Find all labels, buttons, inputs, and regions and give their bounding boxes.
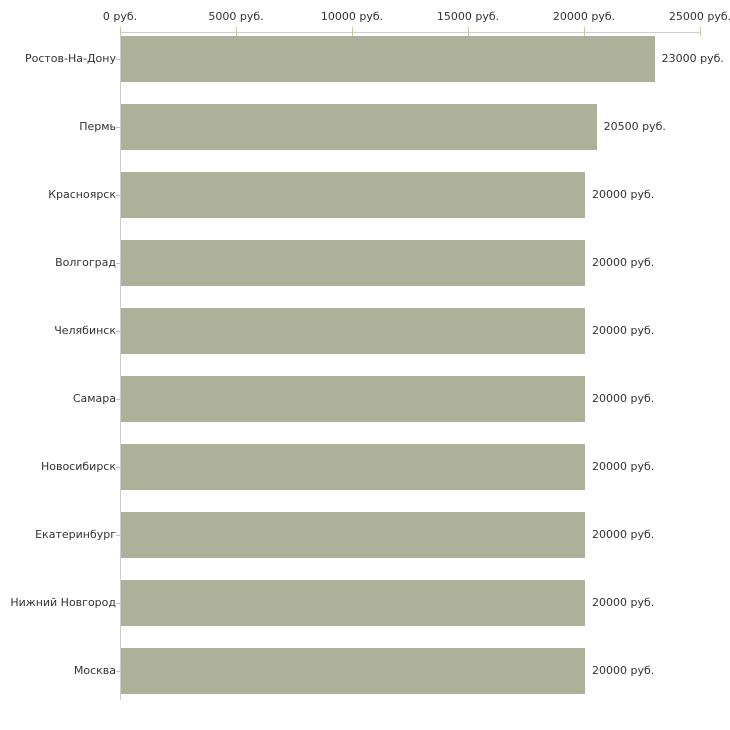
y-tick-mark <box>116 59 123 60</box>
category-label: Москва <box>73 664 116 677</box>
value-label: 20500 руб. <box>603 120 666 133</box>
value-label: 20000 руб. <box>592 256 655 269</box>
y-tick-mark <box>116 671 123 672</box>
x-tick-mark <box>700 27 701 36</box>
category-label: Новосибирск <box>40 460 116 473</box>
y-tick-mark <box>116 127 123 128</box>
x-tick-label: 10000 руб. <box>320 10 384 23</box>
y-tick-mark <box>116 467 123 468</box>
y-tick-mark <box>116 195 123 196</box>
y-axis-line <box>120 32 121 700</box>
bar <box>121 648 585 694</box>
y-tick-mark <box>116 399 123 400</box>
value-label: 23000 руб. <box>661 52 724 65</box>
x-tick-mark <box>584 27 585 36</box>
category-label: Пермь <box>79 120 116 133</box>
value-label: 20000 руб. <box>592 664 655 677</box>
x-axis-line <box>120 32 701 33</box>
x-tick-label: 20000 руб. <box>552 10 616 23</box>
y-tick-mark <box>116 535 123 536</box>
value-label: 20000 руб. <box>592 528 655 541</box>
value-label: 20000 руб. <box>592 596 655 609</box>
x-tick-label: 15000 руб. <box>436 10 500 23</box>
x-tick-mark <box>120 27 121 36</box>
bar <box>121 376 585 422</box>
x-tick-label: 0 руб. <box>102 10 138 23</box>
value-label: 20000 руб. <box>592 460 655 473</box>
category-label: Нижний Новгород <box>10 596 116 609</box>
bar <box>121 512 585 558</box>
x-tick-mark <box>236 27 237 36</box>
y-tick-mark <box>116 603 123 604</box>
category-label: Екатеринбург <box>35 528 116 541</box>
bar <box>121 36 655 82</box>
x-tick-mark <box>352 27 353 36</box>
category-label: Ростов-На-Дону <box>24 52 116 65</box>
bar <box>121 172 585 218</box>
category-label: Самара <box>72 392 116 405</box>
bar <box>121 104 597 150</box>
bar <box>121 580 585 626</box>
value-label: 20000 руб. <box>592 392 655 405</box>
x-tick-mark <box>468 27 469 36</box>
bar <box>121 444 585 490</box>
x-tick-label: 25000 руб. <box>668 10 730 23</box>
category-label: Волгоград <box>55 256 116 269</box>
category-label: Красноярск <box>48 188 116 201</box>
value-label: 20000 руб. <box>592 188 655 201</box>
y-tick-mark <box>116 331 123 332</box>
category-label: Челябинск <box>54 324 116 337</box>
bar <box>121 240 585 286</box>
y-tick-mark <box>116 263 123 264</box>
bar <box>121 308 585 354</box>
value-label: 20000 руб. <box>592 324 655 337</box>
x-tick-label: 5000 руб. <box>208 10 264 23</box>
